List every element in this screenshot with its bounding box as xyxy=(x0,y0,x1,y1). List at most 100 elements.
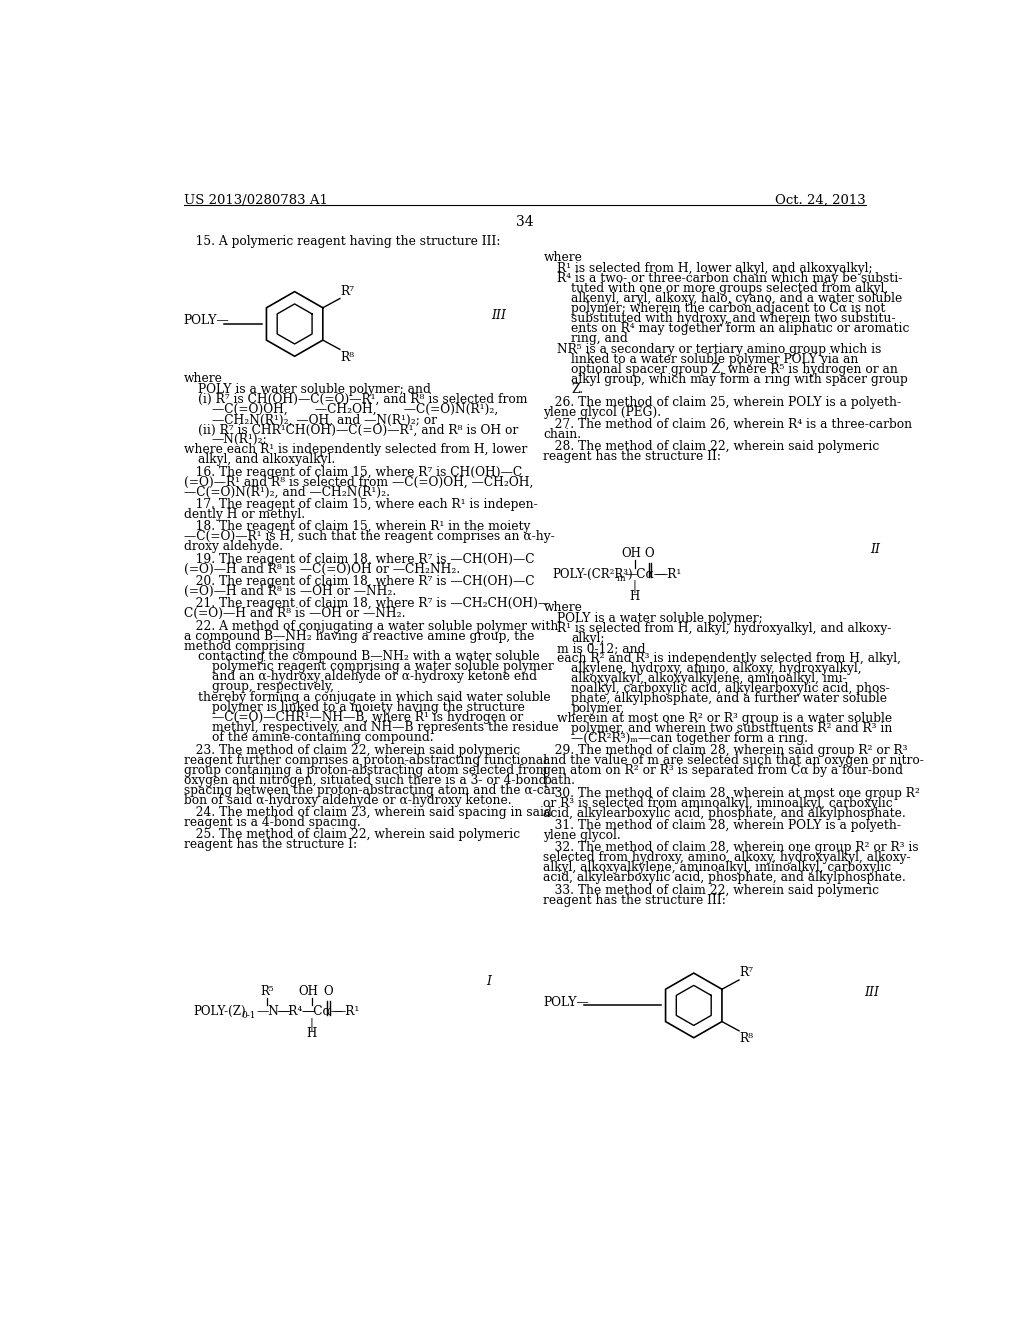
Text: where: where xyxy=(183,372,222,385)
Text: and the value of m are selected such that an oxygen or nitro-: and the value of m are selected such tha… xyxy=(544,755,925,767)
Text: —N—: —N— xyxy=(257,1005,292,1018)
Text: tuted with one or more groups selected from alkyl,: tuted with one or more groups selected f… xyxy=(571,282,889,296)
Text: O: O xyxy=(324,985,333,998)
Text: or R³ is selected from aminoalkyl, iminoalkyl, carboxylic: or R³ is selected from aminoalkyl, imino… xyxy=(544,797,893,809)
Text: |: | xyxy=(633,581,637,594)
Text: R⁵: R⁵ xyxy=(260,985,273,998)
Text: OH: OH xyxy=(299,985,318,998)
Text: droxy aldehyde.: droxy aldehyde. xyxy=(183,540,283,553)
Text: ​26. The method of claim ​25, wherein POLY is a polyeth-: ​26. The method of claim ​25, wherein PO… xyxy=(544,396,901,409)
Text: ​33. The method of claim ​22, wherein said polymeric: ​33. The method of claim ​22, wherein sa… xyxy=(544,884,880,896)
Text: III: III xyxy=(490,309,506,322)
Text: R¹ is selected from H, alkyl, hydroxyalkyl, and alkoxy-: R¹ is selected from H, alkyl, hydroxyalk… xyxy=(557,622,892,635)
Text: alkoxyalkyl, alkoxyalkylene, aminoalkyl, imi-: alkoxyalkyl, alkoxyalkylene, aminoalkyl,… xyxy=(571,672,847,685)
Text: thereby forming a conjugate in which said water soluble: thereby forming a conjugate in which sai… xyxy=(198,692,550,705)
Text: ​18. The reagent of claim ​15, wherein R¹ in the moiety: ​18. The reagent of claim ​15, wherein R… xyxy=(183,520,530,533)
Text: reagent has the structure II:: reagent has the structure II: xyxy=(544,450,721,463)
Text: ring, and: ring, and xyxy=(571,333,628,346)
Text: POLY-(CR²R³): POLY-(CR²R³) xyxy=(553,568,633,581)
Text: noalkyl, carboxylic acid, alkylearboxylic acid, phos-: noalkyl, carboxylic acid, alkylearboxyli… xyxy=(571,682,890,696)
Text: wherein at most one R² or R³ group is a water soluble: wherein at most one R² or R³ group is a … xyxy=(557,711,893,725)
Text: US 2013/0280783 A1: US 2013/0280783 A1 xyxy=(183,194,328,207)
Text: —C(=O)—R¹ is H, such that the reagent comprises an α-hy-: —C(=O)—R¹ is H, such that the reagent co… xyxy=(183,531,555,544)
Text: ​25. The method of claim ​22, wherein said polymeric: ​25. The method of claim ​22, wherein sa… xyxy=(183,829,520,841)
Text: —C(=O)OH,       —CH₂OH,       —C(=O)N(R¹)₂,: —C(=O)OH, —CH₂OH, —C(=O)N(R¹)₂, xyxy=(212,404,498,416)
Text: II: II xyxy=(870,544,881,557)
Text: where each R¹ is independently selected from H, lower: where each R¹ is independently selected … xyxy=(183,444,527,457)
Text: (=O)—H and R⁸ is —OH or —NH₂.: (=O)—H and R⁸ is —OH or —NH₂. xyxy=(183,585,396,598)
Text: 15. A polymeric reagent having the structure III:: 15. A polymeric reagent having the struc… xyxy=(183,235,501,248)
Text: Z.: Z. xyxy=(571,383,584,396)
Text: R⁸: R⁸ xyxy=(739,1032,754,1045)
Text: and an α-hydroxy aldehyde or α-hydroxy ketone end: and an α-hydroxy aldehyde or α-hydroxy k… xyxy=(212,671,537,684)
Text: I: I xyxy=(486,974,492,987)
Text: POLY is a water soluble polymer; and: POLY is a water soluble polymer; and xyxy=(198,383,431,396)
Text: —C(=O)—CHR¹—NH—B, where R¹ is hydrogen or: —C(=O)—CHR¹—NH—B, where R¹ is hydrogen o… xyxy=(212,711,523,725)
Text: R⁴ is a two- or three-carbon chain which may be substi-: R⁴ is a two- or three-carbon chain which… xyxy=(557,272,903,285)
Text: O: O xyxy=(645,548,654,561)
Text: POLY—: POLY— xyxy=(183,314,229,327)
Text: NR⁵ is a secondary or tertiary amino group which is: NR⁵ is a secondary or tertiary amino gro… xyxy=(557,343,882,356)
Text: ​20. The reagent of claim ​18, where R⁷ is —CH(OH)—C: ​20. The reagent of claim ​18, where R⁷ … xyxy=(183,576,535,587)
Text: Oct. 24, 2013: Oct. 24, 2013 xyxy=(775,194,866,207)
Text: —N(R¹)₂;: —N(R¹)₂; xyxy=(212,433,267,446)
Text: —C(=O)N(R¹)₂, and —CH₂N(R¹)₂.: —C(=O)N(R¹)₂, and —CH₂N(R¹)₂. xyxy=(183,486,390,499)
Text: (=O)—H and R⁸ is —C(=O)OH or —CH₂NH₂.: (=O)—H and R⁸ is —C(=O)OH or —CH₂NH₂. xyxy=(183,562,460,576)
Text: method comprising: method comprising xyxy=(183,640,305,652)
Text: path.: path. xyxy=(544,775,575,788)
Text: linked to a water soluble polymer POLY via an: linked to a water soluble polymer POLY v… xyxy=(571,354,859,366)
Text: spacing between the proton-abstracting atom and the α-car-: spacing between the proton-abstracting a… xyxy=(183,784,561,797)
Text: a compound B—NH₂ having a reactive amine group, the: a compound B—NH₂ having a reactive amine… xyxy=(183,630,535,643)
Text: polymer,: polymer, xyxy=(571,702,625,715)
Text: ​27. The method of claim ​26, wherein R⁴ is a three-carbon: ​27. The method of claim ​26, wherein R⁴… xyxy=(544,418,912,430)
Text: ​23. The method of claim ​22, wherein said polymeric: ​23. The method of claim ​22, wherein sa… xyxy=(183,743,520,756)
Text: —R¹: —R¹ xyxy=(655,568,681,581)
Text: —R⁴—: —R⁴— xyxy=(276,1005,315,1018)
Text: 0-1: 0-1 xyxy=(241,1011,256,1020)
Text: alkylene, hydroxy, amino, alkoxy, hydroxyalkyl,: alkylene, hydroxy, amino, alkoxy, hydrox… xyxy=(571,663,862,675)
Text: POLY is a water soluble polymer;: POLY is a water soluble polymer; xyxy=(557,612,763,624)
Text: —Cα—: —Cα— xyxy=(625,568,667,581)
Text: optional spacer group Z, where R⁵ is hydrogen or an: optional spacer group Z, where R⁵ is hyd… xyxy=(571,363,898,376)
Text: R⁷: R⁷ xyxy=(341,285,354,298)
Text: ents on R⁴ may together form an aliphatic or aromatic: ents on R⁴ may together form an aliphati… xyxy=(571,322,909,335)
Text: reagent has the structure III:: reagent has the structure III: xyxy=(544,894,726,907)
Text: phate, alkylphosphate, and a further water soluble: phate, alkylphosphate, and a further wat… xyxy=(571,692,888,705)
Text: m: m xyxy=(616,574,625,583)
Text: group containing a proton-abstracting atom selected from: group containing a proton-abstracting at… xyxy=(183,763,547,776)
Text: reagent is a 4-bond spacing.: reagent is a 4-bond spacing. xyxy=(183,816,360,829)
Text: (=O)—R¹ and R⁸ is selected from —C(=O)OH, —CH₂OH,: (=O)—R¹ and R⁸ is selected from —C(=O)OH… xyxy=(183,475,534,488)
Text: OH: OH xyxy=(621,548,641,561)
Text: POLY-(Z): POLY-(Z) xyxy=(194,1005,246,1018)
Text: polymer, and wherein two substituents R² and R³ in: polymer, and wherein two substituents R²… xyxy=(571,722,893,735)
Text: H: H xyxy=(306,1027,316,1040)
Text: (i) R⁷ is CH(OH)—C(=O)—R¹, and R⁸ is selected from: (i) R⁷ is CH(OH)—C(=O)—R¹, and R⁸ is sel… xyxy=(198,393,527,407)
Text: ylene glycol.: ylene glycol. xyxy=(544,829,622,842)
Text: where: where xyxy=(544,251,583,264)
Text: ​29. The method of claim ​28, wherein said group R² or R³: ​29. The method of claim ​28, wherein sa… xyxy=(544,744,908,758)
Text: ​21. The reagent of claim ​18, where R⁷ is —CH₂CH(OH)—: ​21. The reagent of claim ​18, where R⁷ … xyxy=(183,598,550,610)
Text: ​17. The reagent of claim ​15, where each R¹ is indepen-: ​17. The reagent of claim ​15, where eac… xyxy=(183,498,538,511)
Text: polymer is linked to a moiety having the structure: polymer is linked to a moiety having the… xyxy=(212,701,524,714)
Text: alkenyl, aryl, alkoxy, halo, cyano, and a water soluble: alkenyl, aryl, alkoxy, halo, cyano, and … xyxy=(571,293,902,305)
Text: (ii) R⁷ is CHR¹CH(OH)—C(=O)—R¹, and R⁸ is OH or: (ii) R⁷ is CHR¹CH(OH)—C(=O)—R¹, and R⁸ i… xyxy=(198,424,518,437)
Text: methyl, respectively, and NH—B represents the residue: methyl, respectively, and NH—B represent… xyxy=(212,721,558,734)
Text: substituted with hydroxy, and wherein two substitu-: substituted with hydroxy, and wherein tw… xyxy=(571,313,896,326)
Text: III: III xyxy=(864,986,880,999)
Text: ylene glycol (PEG).: ylene glycol (PEG). xyxy=(544,405,662,418)
Text: |: | xyxy=(309,1018,313,1031)
Text: alkyl, alkoxyalkylene, aminoalkyl, iminoalkyl, carboxylic: alkyl, alkoxyalkylene, aminoalkyl, imino… xyxy=(544,862,892,874)
Text: C(=O)—H and R⁸ is —OH or —NH₂.: C(=O)—H and R⁸ is —OH or —NH₂. xyxy=(183,607,406,620)
Text: ​​16. The reagent of claim ​15, where R⁷ is CH(OH)—C: ​​16. The reagent of claim ​15, where R⁷… xyxy=(183,466,522,479)
Text: where: where xyxy=(544,601,583,614)
Text: m is 0-12; and: m is 0-12; and xyxy=(557,642,646,655)
Text: ​30. The method of claim ​28, wherein at most one group R²: ​30. The method of claim ​28, wherein at… xyxy=(544,787,921,800)
Text: ​24. The method of claim ​23, wherein said spacing in said: ​24. The method of claim ​23, wherein sa… xyxy=(183,807,552,818)
Text: R⁸: R⁸ xyxy=(341,351,354,364)
Text: polymer; wherein the carbon adjacent to Cα is not: polymer; wherein the carbon adjacent to … xyxy=(571,302,886,315)
Text: acid, alkylearboxylic acid, phosphate, and alkylphosphate.: acid, alkylearboxylic acid, phosphate, a… xyxy=(544,807,906,820)
Text: alkyl group, which may form a ring with spacer group: alkyl group, which may form a ring with … xyxy=(571,374,908,387)
Text: group, respectively,: group, respectively, xyxy=(212,681,334,693)
Text: —(CR²R³)ₘ—can together form a ring.: —(CR²R³)ₘ—can together form a ring. xyxy=(571,733,808,744)
Text: —CH₂N(R¹)₂, —OH, and —N(R¹)₂; or: —CH₂N(R¹)₂, —OH, and —N(R¹)₂; or xyxy=(212,413,436,426)
